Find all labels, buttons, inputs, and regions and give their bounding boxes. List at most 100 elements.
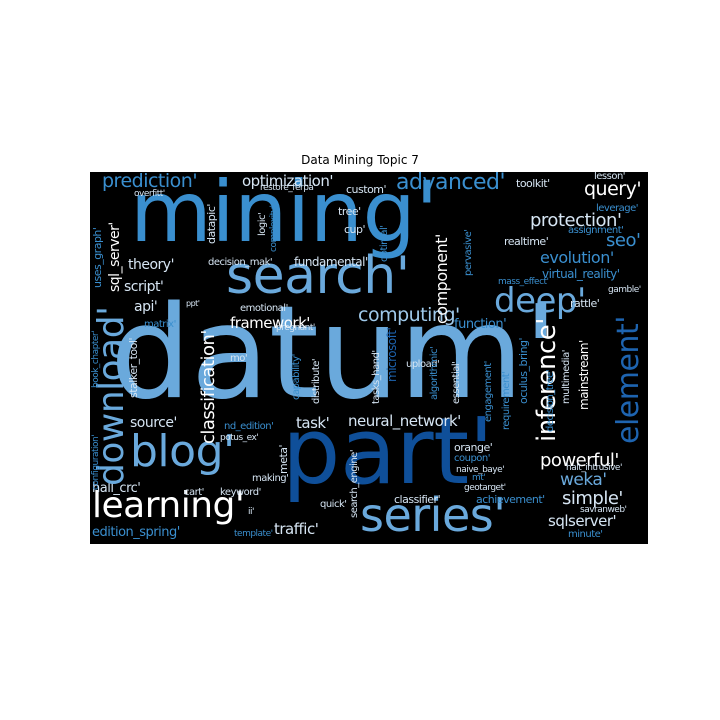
word-minute: minute' xyxy=(568,529,603,540)
word-keyword: keyword' xyxy=(220,487,261,498)
word-quick: quick' xyxy=(320,499,347,510)
word-coupon: coupon' xyxy=(454,453,491,464)
word-mo: mo' xyxy=(230,353,248,364)
word-theory: theory' xyxy=(128,257,174,273)
word-logic: logic' xyxy=(257,212,268,236)
word-search_engine: search_engine' xyxy=(349,449,360,518)
word-task: task' xyxy=(296,414,330,432)
word-matrix: matrix' xyxy=(144,319,176,330)
word-sql_server: sql_server' xyxy=(107,222,123,292)
word-simple: simple' xyxy=(562,488,623,509)
word-learning: learning' xyxy=(92,485,245,526)
word-naive_baye: naive_baye' xyxy=(456,465,505,475)
word-gamble: gamble' xyxy=(608,285,641,295)
word-mass_effect: mass_effect' xyxy=(498,277,549,287)
word-neural_network: neural_network' xyxy=(348,412,461,430)
word-orange: orange' xyxy=(454,441,493,454)
word-requirement: requirement' xyxy=(501,371,512,430)
word-traffic: traffic' xyxy=(274,520,319,538)
word-ppt: ppt' xyxy=(186,299,200,308)
word-query: query' xyxy=(584,178,642,200)
word-lesson: lesson' xyxy=(594,172,626,182)
word-multimedia: multimedia' xyxy=(561,350,572,404)
word-classifier: classifier' xyxy=(394,493,441,506)
word-capability: capability' xyxy=(291,354,302,400)
word-weka: weka' xyxy=(560,470,607,490)
word-source: source' xyxy=(130,415,177,431)
word-overfitt: overfitt' xyxy=(134,189,165,199)
word-microsoft: microsoft' xyxy=(385,327,399,382)
word-optimization: optimization' xyxy=(242,172,333,190)
word-datapic: datapic' xyxy=(205,204,218,244)
word-script: script' xyxy=(124,279,164,295)
word-search: search' xyxy=(226,246,410,306)
word-tree: tree' xyxy=(338,205,361,218)
word-uses_graph: uses_graph' xyxy=(91,227,104,288)
word-advanced: advanced' xyxy=(396,172,506,195)
word-halt_intrusive: halt_intrusive' xyxy=(566,463,622,473)
word-toolkit: toolkit' xyxy=(516,177,550,190)
word-part: part' xyxy=(282,398,494,505)
word-rattle: rattle' xyxy=(570,297,600,310)
word-decision_tree: decision_tree' xyxy=(545,369,556,432)
word-nd_edition: nd_edition' xyxy=(224,421,274,432)
word-fundamental: fundamental' xyxy=(294,255,368,269)
word-restore_ferpa: restore_ferpa' xyxy=(260,183,316,193)
word-geotarget: geotarget' xyxy=(464,483,506,493)
word-powerful: powerful' xyxy=(540,450,619,471)
word-stalker_tool: stalker_tool' xyxy=(127,338,140,398)
word-distribute: distribute' xyxy=(311,358,322,404)
word-upload: upload' xyxy=(406,359,440,370)
word-realtime: realtime' xyxy=(504,235,549,248)
word-decision_mak: decision_mak' xyxy=(208,257,273,268)
word-evolution: evolution' xyxy=(540,248,614,267)
word-book_chapter: book_chapter' xyxy=(91,330,101,388)
word-essential: essential' xyxy=(451,361,462,404)
word-assignment: assignment' xyxy=(568,225,624,236)
word-configuration: configuration' xyxy=(91,434,101,490)
word-ii: ii' xyxy=(248,507,254,517)
word-achievement: achievement' xyxy=(476,493,545,506)
word-complexity: complexity' xyxy=(269,205,279,252)
word-edition_spring: edition_spring' xyxy=(92,525,180,540)
word-engagement: engagement' xyxy=(483,361,494,422)
word-meta: meta' xyxy=(277,444,290,474)
word-function: function' xyxy=(454,317,507,332)
plot-title: Data Mining Topic 7 xyxy=(301,153,419,167)
word-leverage: leverage' xyxy=(596,203,639,214)
word-component: component' xyxy=(432,234,451,324)
word-optimal: optimal' xyxy=(379,225,390,262)
word-mainstream: mainstream' xyxy=(577,340,591,410)
word-savranweb: savranweb' xyxy=(580,505,627,515)
word-series: series' xyxy=(360,488,506,542)
word-protection: protection' xyxy=(530,210,622,231)
word-mt: mt' xyxy=(472,473,486,483)
word-blog: blog' xyxy=(130,426,235,477)
word-classification: classification' xyxy=(198,330,219,444)
word-framework: framework' xyxy=(230,314,310,332)
word-template: template' xyxy=(234,529,273,539)
word-pervasive: pervasive' xyxy=(463,229,474,276)
word-sqlserver: sqlserver' xyxy=(548,512,617,530)
word-prediction: prediction' xyxy=(102,172,198,192)
word-cart: cart' xyxy=(184,487,204,498)
word-making: making' xyxy=(252,473,289,484)
word-potus_ex: potus_ex' xyxy=(220,433,259,443)
word-oculus_bring: oculus_bring' xyxy=(517,337,530,404)
word-computing: computing' xyxy=(358,304,460,326)
word-cloud: datum' part' mining' search' series' lea… xyxy=(90,172,648,544)
word-virtual_reality: virtual_reality' xyxy=(542,267,620,281)
word-hall_crc: hall_crc' xyxy=(92,481,141,496)
word-custom: custom' xyxy=(346,183,387,196)
word-api: api' xyxy=(134,299,158,315)
word-element: element' xyxy=(611,316,646,444)
word-pregnant: pregnant' xyxy=(276,323,315,333)
word-deep: deep' xyxy=(494,281,586,321)
word-emotional: emotional' xyxy=(240,303,288,314)
word-tasks_hand: tasks_hand' xyxy=(371,350,382,404)
word-mining: mining' xyxy=(130,172,438,261)
word-seo: seo' xyxy=(606,230,641,251)
word-algorithmic: algorithmic' xyxy=(429,346,440,400)
word-cup: cup' xyxy=(344,223,366,236)
word-datum: datum' xyxy=(110,279,558,428)
